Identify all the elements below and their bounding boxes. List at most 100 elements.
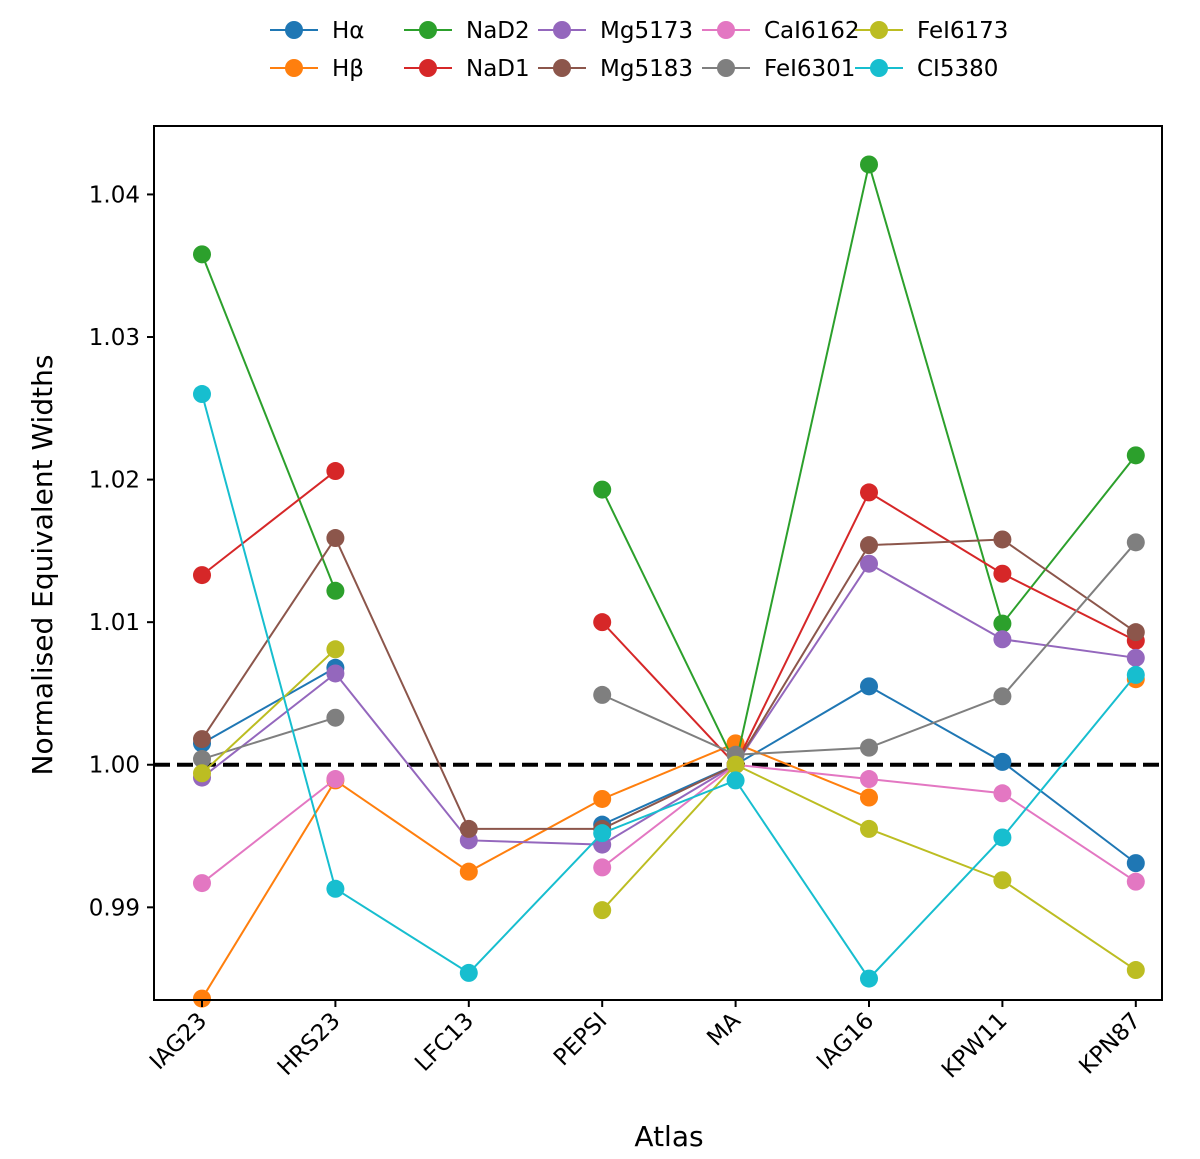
- legend-fei6301-swatch-marker: [717, 59, 735, 77]
- legend-nad1: NaD1: [404, 56, 530, 82]
- series-ci5380-point-ma: [726, 771, 745, 790]
- series-mg5173-point-kpw11: [993, 630, 1012, 649]
- series-ci5380-line: [201, 393, 1137, 981]
- series-cai6162-point-iag16: [860, 770, 878, 789]
- series-ci5380-point-pepsi: [593, 824, 612, 843]
- y-tick-label: 1.04: [89, 182, 140, 208]
- series-ci5380: [193, 385, 1145, 988]
- legend-nad2-label: NaD2: [466, 18, 530, 44]
- series-fei6173: [193, 640, 1145, 980]
- series-fei6173-point-ma: [726, 755, 745, 774]
- legend-nad1-swatch-marker: [419, 59, 437, 77]
- series-ci5380-point-iag23: [193, 385, 211, 404]
- y-axis-title: Normalised Equivalent Widths: [26, 355, 59, 776]
- series-nad1-point-kpw11: [993, 564, 1012, 583]
- legend-fei6173-label: FeI6173: [917, 18, 1008, 44]
- legend-mg5173-swatch-marker: [553, 21, 571, 39]
- series-mg5183-point-kpn87: [1126, 623, 1145, 642]
- series-mg5183-point-lfc13: [459, 819, 478, 838]
- legend-ci5380: CI5380: [855, 56, 998, 82]
- series-fei6301-point-iag16: [860, 738, 878, 757]
- series-nad2-point-kpn87: [1126, 446, 1145, 465]
- y-tick-label: 1.02: [89, 468, 140, 494]
- legend-mg5183-swatch-marker: [553, 59, 571, 77]
- series-fei6173-line: [201, 648, 337, 775]
- series-ci5380-point-kpn87: [1126, 665, 1145, 684]
- series-cai6162-line: [201, 778, 337, 884]
- series-h--point-kpn87: [1126, 854, 1145, 873]
- series-fei6301-point-kpn87: [1126, 533, 1145, 552]
- y-tick-label: 1.00: [89, 753, 140, 779]
- series-cai6162-point-kpn87: [1126, 872, 1145, 891]
- legend-fei6301-label: FeI6301: [764, 56, 855, 82]
- series-h--point-lfc13: [459, 862, 478, 881]
- series-mg5173-point-hrs23: [326, 664, 345, 683]
- series-nad1-point-pepsi: [593, 613, 612, 632]
- series-mg5173-line: [201, 562, 1136, 846]
- legend-ci5380-label: CI5380: [917, 56, 998, 82]
- series-nad2-point-iag16: [860, 155, 878, 174]
- series-mg5183-point-iag16: [860, 536, 878, 555]
- legend-fei6173: FeI6173: [855, 18, 1008, 44]
- series-cai6162-point-pepsi: [593, 858, 612, 877]
- legend-mg5183: Mg5183: [538, 56, 693, 82]
- series-fei6301-point-pepsi: [593, 685, 612, 704]
- series-cai6162-point-hrs23: [326, 770, 345, 789]
- series-fei6301-point-hrs23: [326, 708, 345, 727]
- legend-nad2: NaD2: [404, 18, 530, 44]
- series-mg5183-point-iag23: [193, 730, 211, 749]
- series-mg5173-point-iag16: [860, 554, 878, 573]
- series-nad2-point-pepsi: [593, 480, 612, 499]
- legend-mg5173-label: Mg5173: [600, 18, 693, 44]
- legend-h--swatch-marker: [285, 59, 303, 77]
- series-mg5183-point-hrs23: [326, 529, 345, 548]
- series-mg5183-line: [201, 535, 1137, 830]
- y-tick-label: 0.99: [89, 895, 140, 921]
- series-nad1-point-hrs23: [326, 462, 345, 481]
- series-h--line: [201, 742, 870, 1000]
- series-nad2-point-kpw11: [993, 614, 1012, 633]
- legend-mg5173: Mg5173: [538, 18, 693, 44]
- series-fei6173-point-kpn87: [1126, 961, 1145, 980]
- legend-nad1-label: NaD1: [466, 56, 530, 82]
- y-tick-label: 1.03: [89, 325, 140, 351]
- series-ci5380-point-kpw11: [993, 828, 1012, 847]
- y-tick-label: 1.01: [89, 610, 140, 636]
- series-fei6301-point-kpw11: [993, 687, 1012, 706]
- legend-h--label: Hβ: [332, 56, 364, 82]
- series-h--line: [201, 666, 336, 745]
- legend-fei6173-swatch-marker: [870, 21, 888, 39]
- series-fei6301-point-iag23: [193, 750, 211, 769]
- legend-nad2-swatch-marker: [419, 21, 437, 39]
- legend-h-: Hβ: [270, 56, 364, 82]
- series-h--point-kpw11: [993, 752, 1012, 771]
- series-cai6162-point-iag23: [193, 874, 211, 893]
- legend-fei6301: FeI6301: [702, 56, 855, 82]
- series-mg5183-point-kpw11: [993, 530, 1012, 549]
- series-ci5380-point-hrs23: [326, 879, 345, 898]
- series-fei6173-point-pepsi: [593, 901, 612, 920]
- series-fei6173-point-iag23: [193, 764, 211, 783]
- series-ci5380-point-lfc13: [459, 963, 478, 982]
- series-nad2-point-iag23: [193, 245, 211, 264]
- series-h--point-pepsi: [593, 789, 612, 808]
- series-fei6173-point-kpw11: [993, 871, 1012, 890]
- series-cai6162-point-kpw11: [993, 784, 1012, 803]
- series-ci5380-point-iag16: [860, 969, 878, 988]
- legend-cai6162-swatch-marker: [717, 21, 735, 39]
- legend-mg5183-label: Mg5183: [600, 56, 693, 82]
- series-h--point-iag16: [860, 677, 878, 696]
- series-mg5173-point-kpn87: [1126, 648, 1145, 667]
- series-nad1-line: [201, 470, 337, 576]
- series-fei6173-point-hrs23: [326, 640, 345, 659]
- legend-cai6162: CaI6162: [702, 18, 859, 44]
- series-nad1-point-iag16: [860, 483, 878, 502]
- series-fei6173-point-iag16: [860, 819, 878, 838]
- x-axis-title: Atlas: [634, 1120, 703, 1153]
- legend-h--swatch-marker: [285, 21, 303, 39]
- legend: Hα Hβ NaD2 NaD1 Mg5173 Mg5183 CaI6162 FeI6301 Fe…: [270, 18, 1008, 82]
- series-h--point-iag16: [860, 788, 878, 807]
- legend-h--label: Hα: [332, 18, 364, 44]
- series-h--point-iag23: [193, 989, 211, 1008]
